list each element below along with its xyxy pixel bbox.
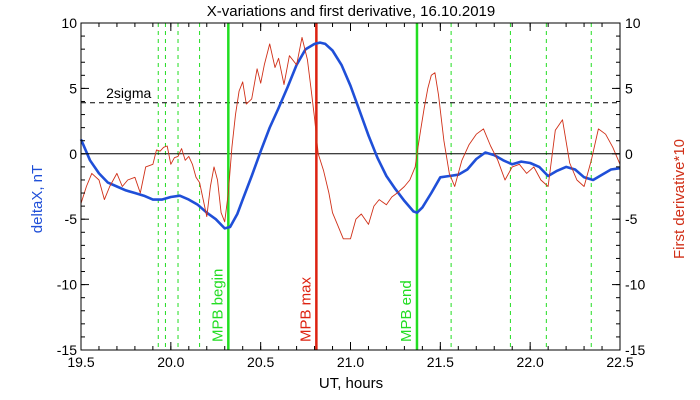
y-left-tick-label-0: 10 bbox=[61, 15, 77, 31]
series-line-1 bbox=[80, 36, 621, 240]
y-right-tick-label-3: -5 bbox=[625, 211, 638, 227]
marker-label-2: MPB end bbox=[398, 280, 415, 342]
marker-label-0: MPB begin bbox=[209, 269, 226, 342]
reference-line-label-1: 2sigma bbox=[106, 85, 151, 101]
y-left-tick-label-2: 0 bbox=[69, 146, 77, 162]
y-axis-right-title: First derivative*10 bbox=[671, 139, 688, 259]
x-tick-label-4: 21.5 bbox=[427, 354, 454, 370]
plot-frame bbox=[80, 22, 621, 351]
y-left-tick-label-5: -15 bbox=[57, 342, 77, 358]
y-right-tick-label-2: 0 bbox=[625, 146, 633, 162]
y-right-tick-label-0: 10 bbox=[625, 15, 641, 31]
series-line-0 bbox=[79, 41, 621, 230]
y-right-tick-label-5: -15 bbox=[625, 342, 645, 358]
y-right-tick-label-1: 5 bbox=[625, 80, 633, 96]
x-tick-label-6: 22.5 bbox=[606, 354, 633, 370]
x-tick-label-2: 20.5 bbox=[247, 354, 274, 370]
x-tick-label-3: 21.0 bbox=[337, 354, 364, 370]
y-axis-left-title: deltaX, nT bbox=[29, 165, 46, 233]
chart-title: X-variations and first derivative, 16.10… bbox=[207, 3, 496, 20]
x-tick-label-1: 20.0 bbox=[157, 354, 184, 370]
y-left-tick-label-3: -5 bbox=[65, 211, 78, 227]
marker-label-1: MPB max bbox=[297, 276, 314, 342]
y-left-tick-label-1: 5 bbox=[69, 80, 77, 96]
y-right-tick-label-4: -10 bbox=[625, 277, 645, 293]
y-left-tick-label-4: -10 bbox=[57, 277, 77, 293]
x-tick-label-5: 22.0 bbox=[517, 354, 544, 370]
x-axis-title: UT, hours bbox=[319, 375, 383, 392]
x-tick-label-0: 19.5 bbox=[67, 354, 94, 370]
plot-area: 2sigma MPB begin MPB max MPB end 19.5 20.0 20.… bbox=[57, 15, 646, 370]
